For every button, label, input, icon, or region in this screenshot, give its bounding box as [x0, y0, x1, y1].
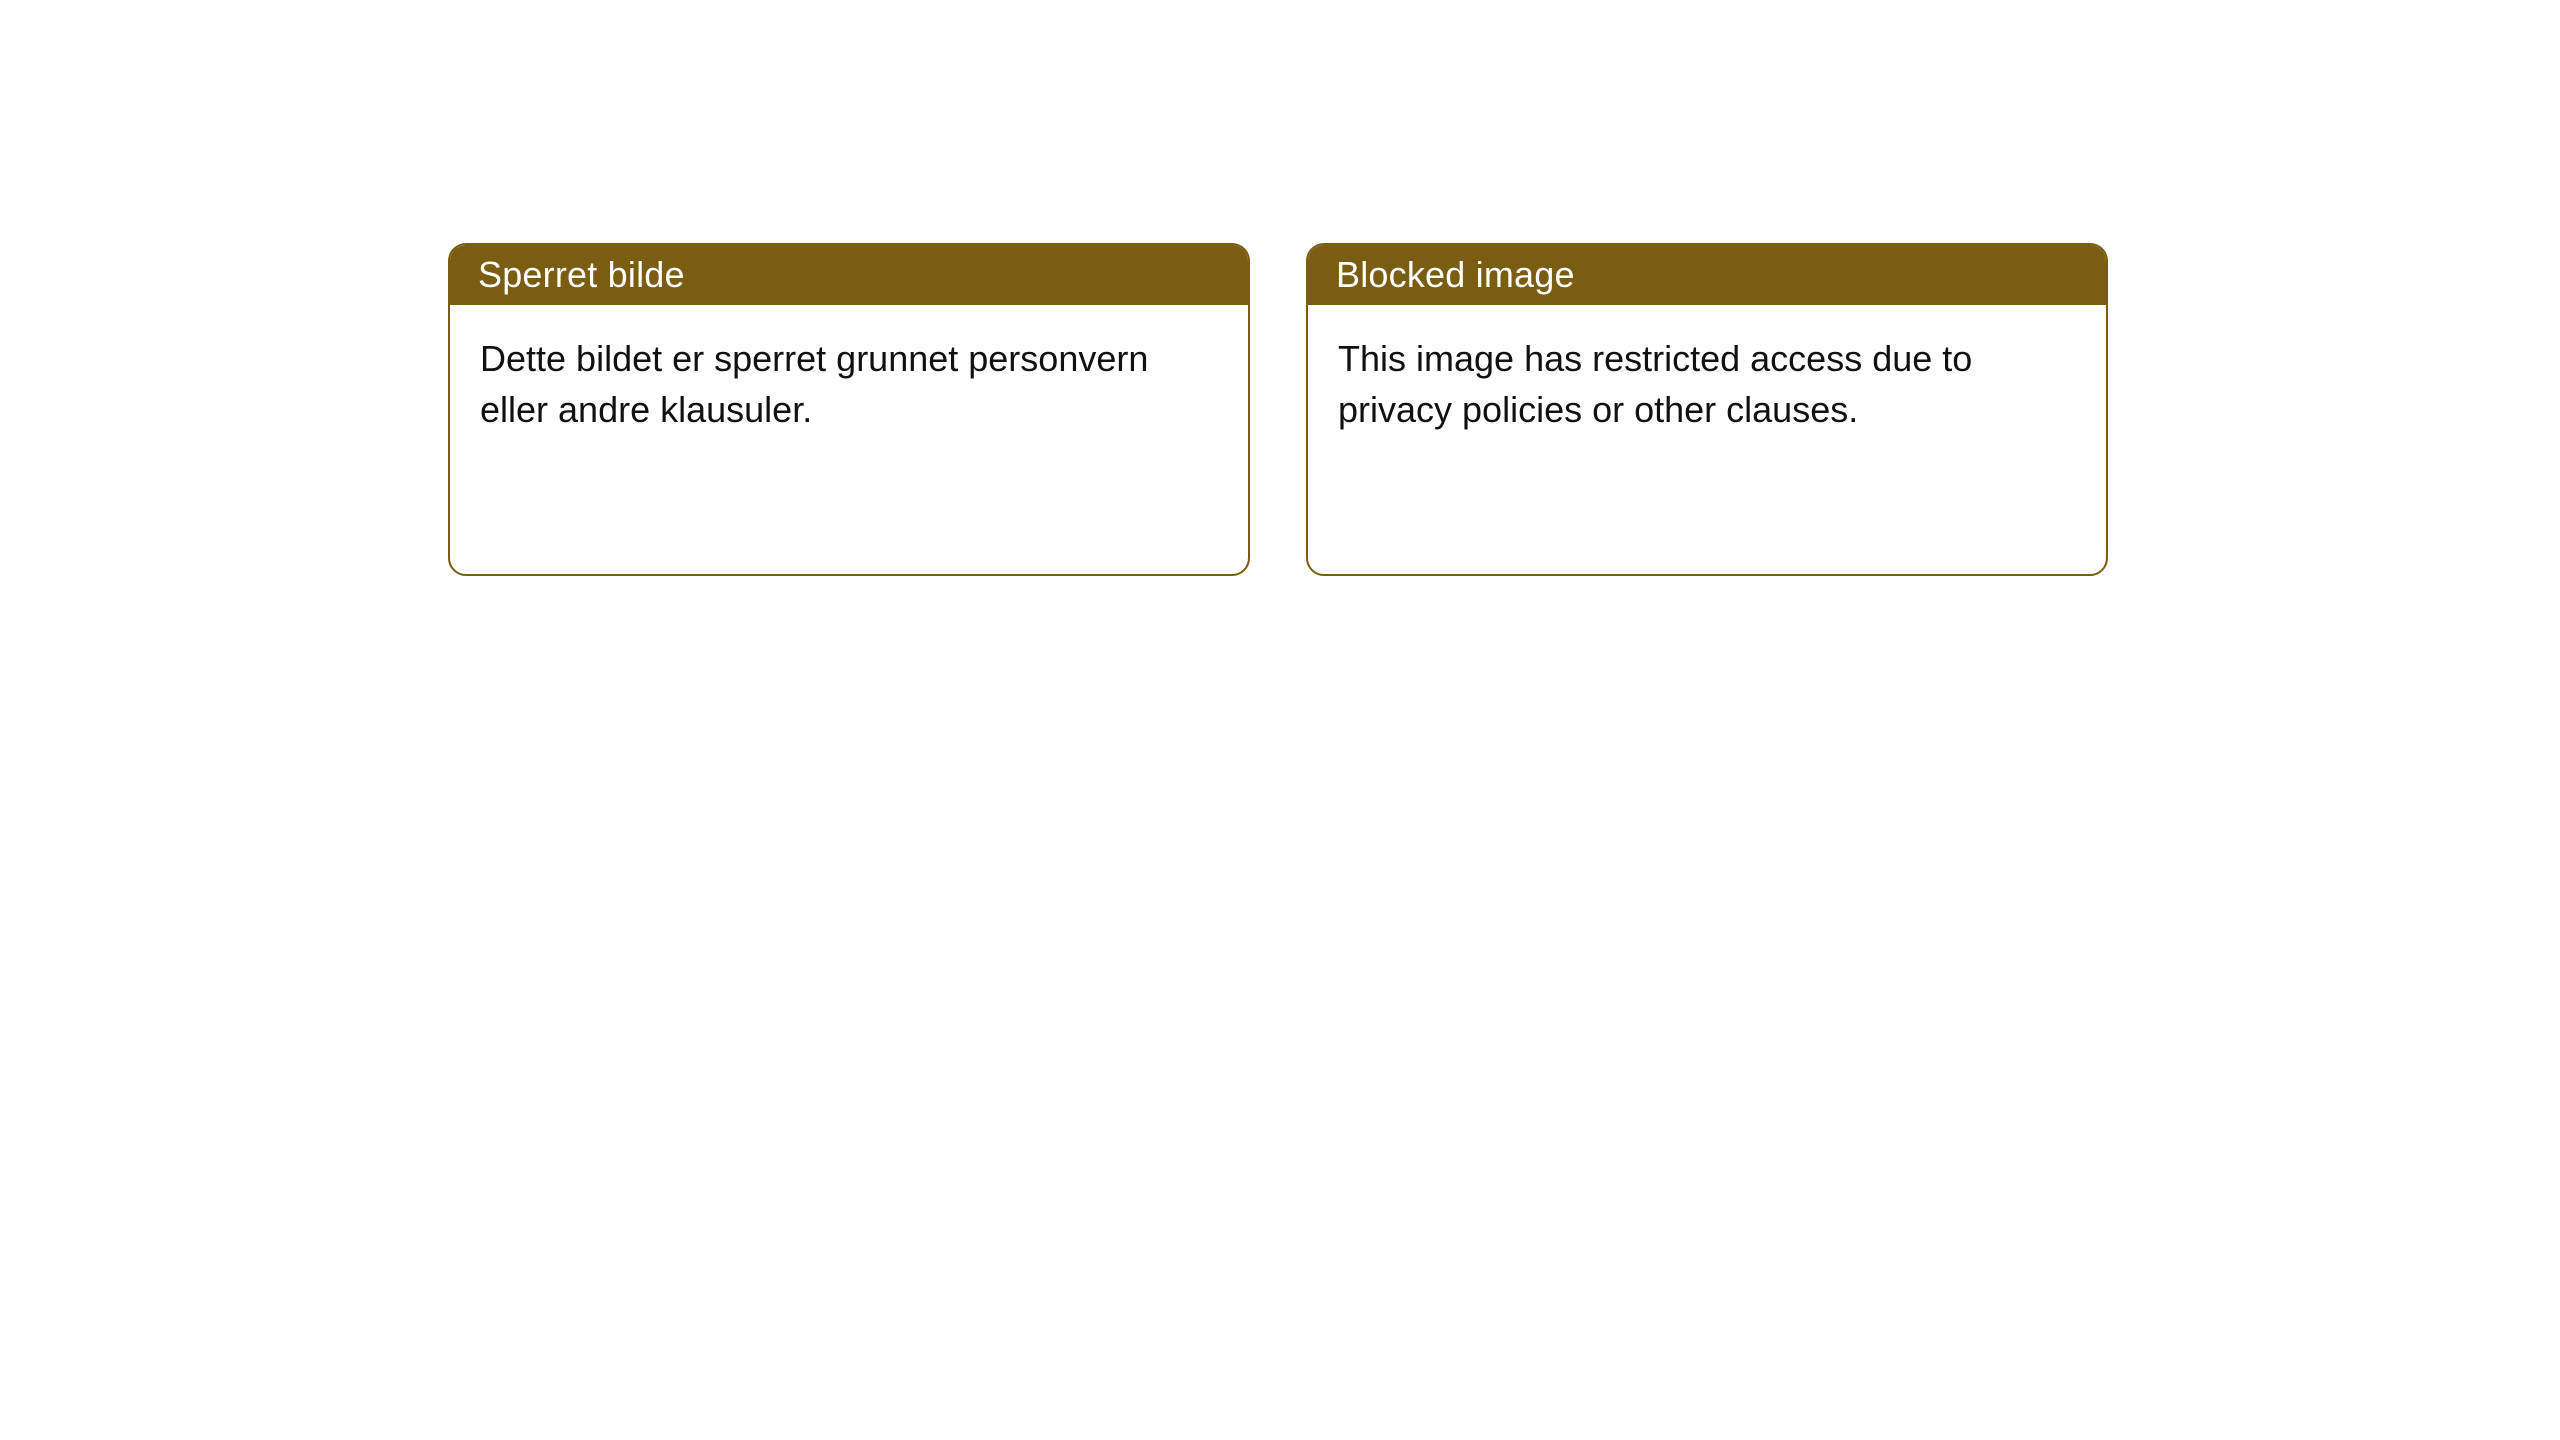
card-title-no: Sperret bilde: [478, 254, 685, 296]
blocked-image-card-en: Blocked image This image has restricted …: [1306, 243, 2108, 576]
card-body-en: This image has restricted access due to …: [1308, 305, 2106, 574]
card-body-no: Dette bildet er sperret grunnet personve…: [450, 305, 1248, 574]
card-header-en: Blocked image: [1308, 245, 2106, 305]
card-body-text-no: Dette bildet er sperret grunnet personve…: [480, 338, 1148, 430]
cards-row: Sperret bilde Dette bildet er sperret gr…: [448, 243, 2108, 576]
blocked-image-card-no: Sperret bilde Dette bildet er sperret gr…: [448, 243, 1250, 576]
page-stage: Sperret bilde Dette bildet er sperret gr…: [0, 0, 2560, 1440]
card-header-no: Sperret bilde: [450, 245, 1248, 305]
card-title-en: Blocked image: [1336, 254, 1575, 296]
card-body-text-en: This image has restricted access due to …: [1338, 338, 1972, 430]
